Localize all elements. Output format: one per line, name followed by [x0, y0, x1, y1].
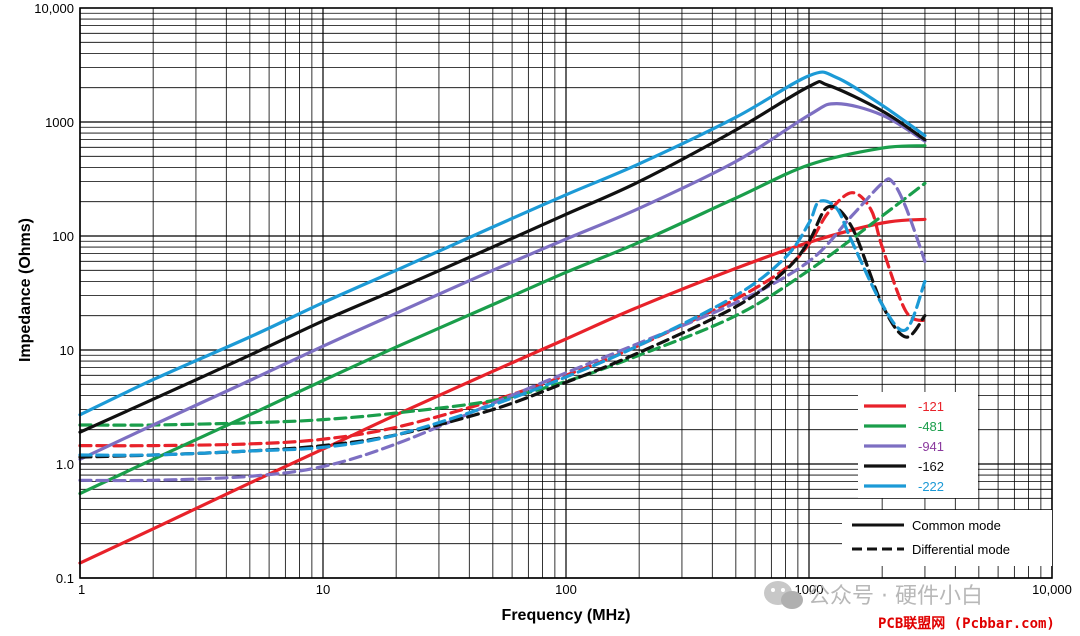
- x-tick-labels: 1 10 100 1000 10,000: [78, 582, 1072, 597]
- mode-legend-background: [842, 510, 1052, 566]
- y-tick-label: 0.1: [56, 571, 74, 586]
- series-line-common941: [78, 102, 927, 461]
- series-line-common222: [78, 70, 927, 417]
- x-tick-label: 1000: [795, 582, 824, 597]
- plot-frame: [79, 7, 1053, 579]
- series-layer: [78, 70, 927, 565]
- y-tick-label: 1000: [45, 115, 74, 130]
- y-tick-labels: 0.1 1.0 10 100 1000 10,000: [34, 1, 74, 586]
- differential-mode-label: Differential mode: [912, 542, 1010, 557]
- y-tick-label: 1.0: [56, 457, 74, 472]
- legend-label: -481: [918, 419, 944, 434]
- y-tick-label: 10: [60, 343, 74, 358]
- wechat-icon: [764, 581, 803, 609]
- watermark-text: 公众号 · 硬件小白: [808, 584, 983, 609]
- watermark-footer: PCB联盟网 (Pcbbar.com): [878, 616, 1055, 632]
- x-axis-title: Frequency (MHz): [502, 607, 631, 624]
- common-mode-label: Common mode: [912, 518, 1001, 533]
- series-line-common162: [78, 79, 927, 434]
- series-line-differential481: [78, 181, 927, 427]
- mode-legend: Common mode Differential mode: [842, 510, 1052, 566]
- x-tick-label: 100: [555, 582, 577, 597]
- legend: -121 -481 -941 -162 -222: [858, 392, 978, 498]
- legend-label: -941: [918, 439, 944, 454]
- legend-label: -121: [918, 399, 944, 414]
- series-line-differential941: [78, 177, 927, 483]
- series-line-differential222: [78, 199, 927, 457]
- y-tick-label: 10,000: [34, 1, 74, 16]
- x-tick-label: 10: [316, 582, 330, 597]
- x-tick-label: 10,000: [1032, 582, 1072, 597]
- y-tick-label: 100: [52, 229, 74, 244]
- y-axis-title: Impedance (Ohms): [17, 218, 34, 362]
- legend-label: -222: [918, 479, 944, 494]
- legend-label: -162: [918, 459, 944, 474]
- x-tick-label: 1: [78, 582, 85, 597]
- watermark: 公众号 · 硬件小白 PCB联盟网 (Pcbbar.com): [764, 581, 1055, 632]
